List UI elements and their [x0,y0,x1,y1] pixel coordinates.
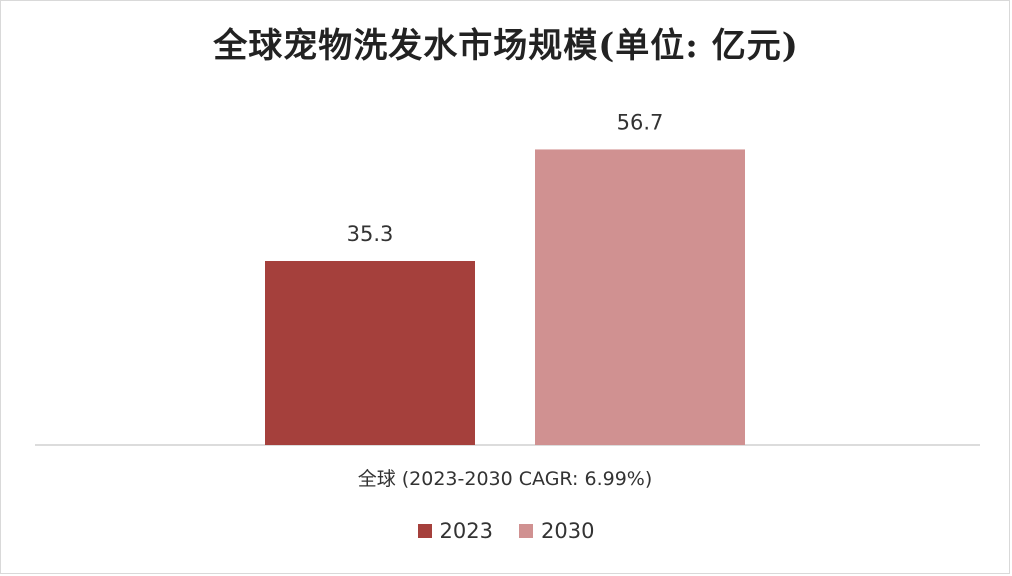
legend-swatch-2030 [519,524,533,538]
legend-item-2030: 2030 [519,519,594,543]
data-label-2030: 56.7 [617,110,664,134]
legend-item-2023: 2023 [417,519,493,543]
legend-label-2030: 2030 [541,519,595,543]
x-tick-label: 全球 (2023-2030 CAGR: 6.99%) [358,468,653,490]
legend-swatch-2023 [417,524,432,538]
chart-title: 全球宠物洗发水市场规模(单位: 亿元) [213,26,799,66]
bar-2023 [265,260,475,445]
bar-2030 [535,149,745,446]
data-label-2023: 35.3 [347,222,394,246]
legend-label-2023: 2023 [439,519,493,543]
legend: 2023 2030 [0,519,1012,543]
